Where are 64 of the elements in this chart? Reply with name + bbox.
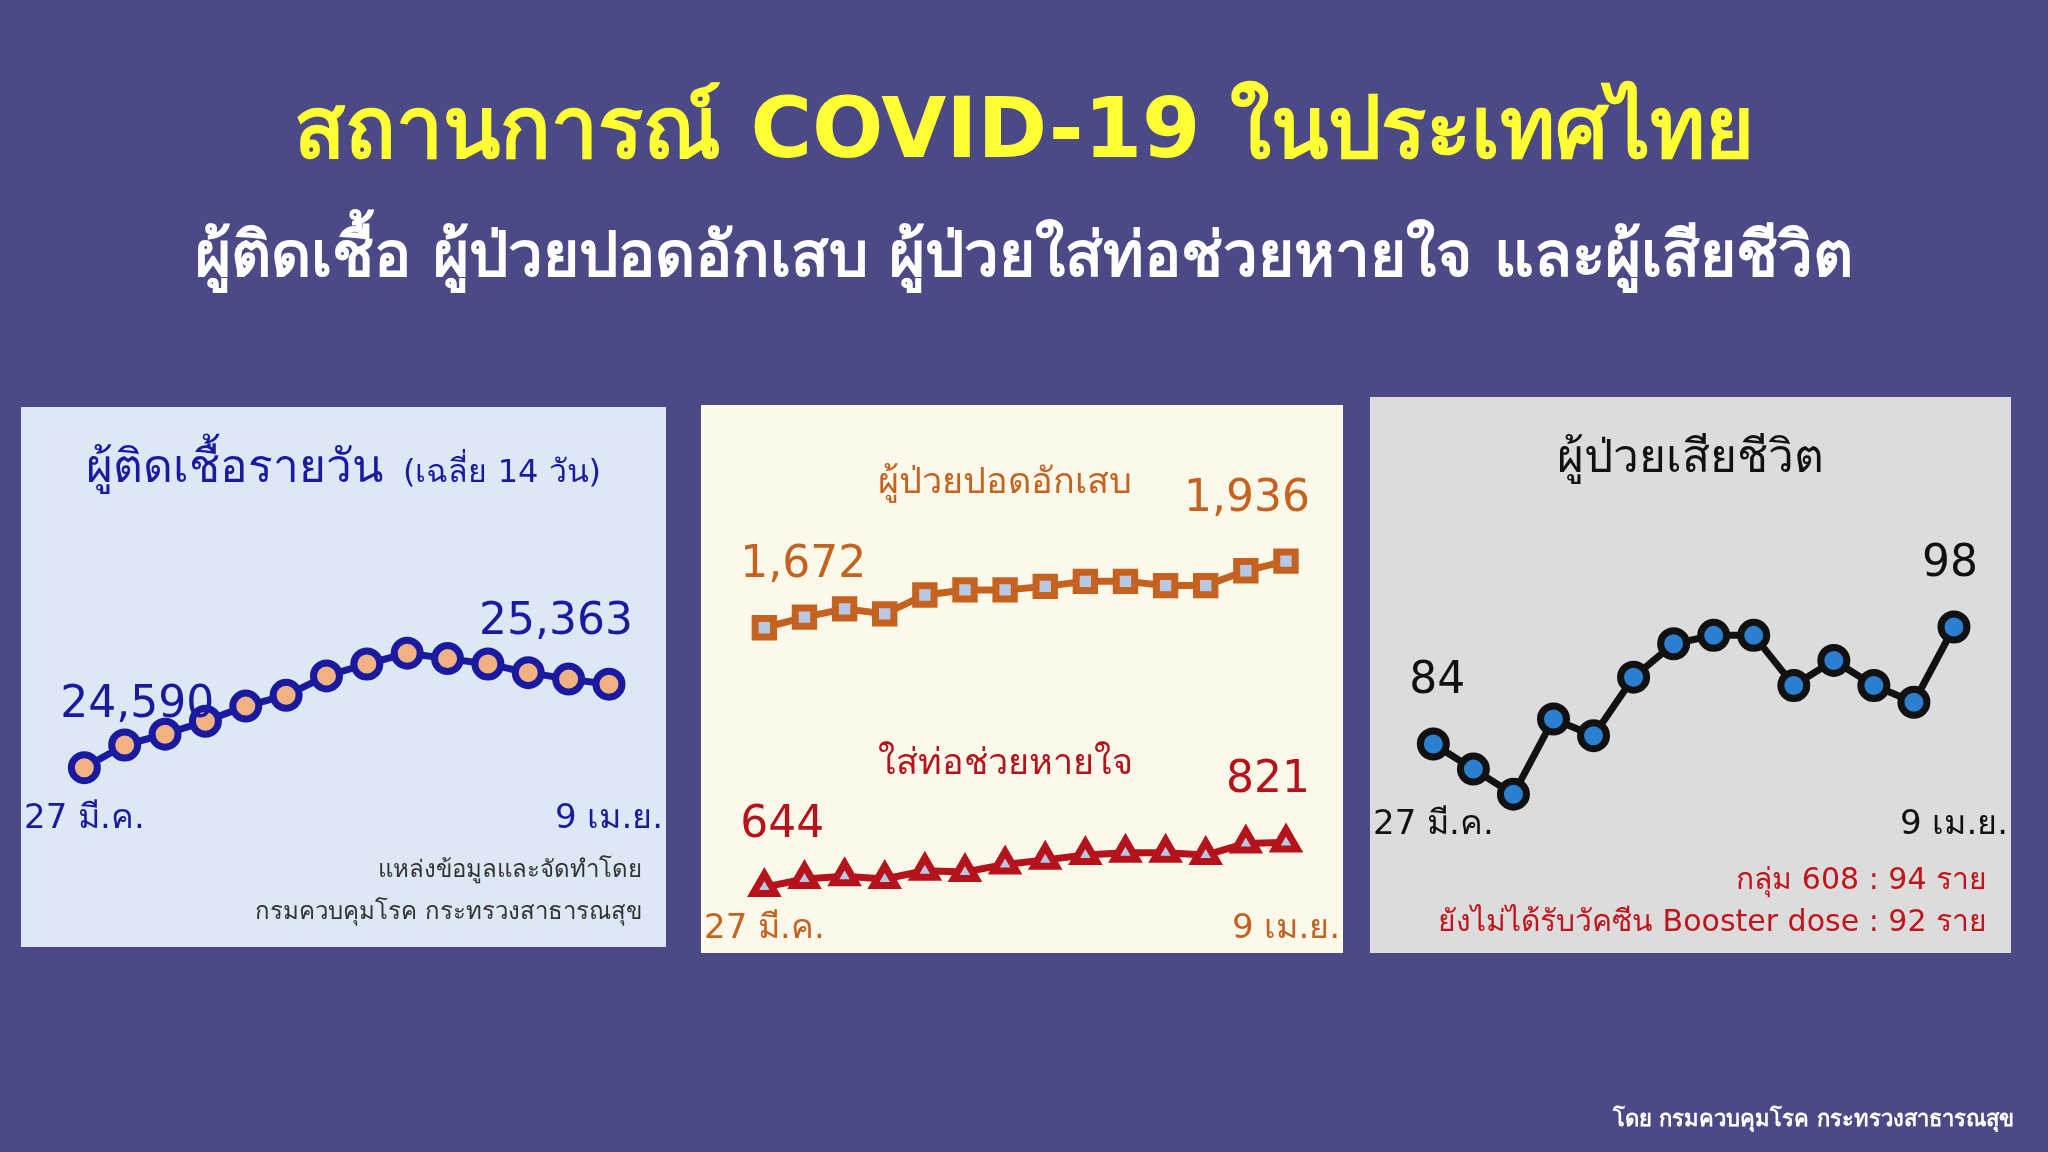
x-tick-label: 9 เม.ย. [1231, 906, 1340, 947]
point [552, 662, 586, 696]
data-label: 1,936 [1184, 469, 1310, 521]
point [1456, 752, 1490, 786]
point [872, 601, 898, 627]
point [1697, 618, 1731, 652]
text: สถานการณ์ COVID-19 ในประเทศไทย [293, 78, 1755, 179]
text: แหล่งข้อมูลและจัดทำโดย [378, 854, 642, 886]
point [431, 642, 465, 676]
x-tick-label: 27 มี.ค. [704, 906, 825, 947]
series-label: ผู้ป่วยปอดอักเสบ [878, 459, 1133, 503]
point [1273, 548, 1299, 574]
text: โดย กรมควบคุมโรค กระทรวงสาธารณสุข [1612, 1104, 2014, 1134]
point [350, 647, 384, 681]
point [1577, 719, 1611, 753]
point [1657, 627, 1691, 661]
data-label: 84 [1409, 652, 1466, 704]
data-label: 1,672 [740, 536, 867, 588]
text: ยังไม่ได้รับวัคซีน Booster dose : 92 ราย [1438, 902, 1987, 940]
point [1817, 643, 1851, 677]
point [511, 656, 545, 690]
point [108, 728, 142, 762]
point [791, 604, 818, 630]
point [1233, 558, 1259, 584]
data-label: 24,590 [60, 676, 215, 728]
point [1193, 572, 1219, 599]
point [751, 615, 778, 641]
chart-title: ผู้ป่วยเสียชีวิต [1557, 429, 1824, 483]
point [390, 636, 424, 670]
point [912, 582, 938, 608]
point [1112, 568, 1139, 595]
point [309, 659, 343, 693]
data-label: 644 [740, 795, 825, 847]
point [952, 577, 978, 603]
point [1777, 669, 1811, 703]
text: ผู้ติดเชื้อ ผู้ป่วยปอดอักเสบ ผู้ป่วยใส่ท่อช่วยหายใจ และผู้เสียชีวิต [194, 208, 1854, 295]
point [831, 596, 858, 622]
series-label: ใส่ท่อช่วยหายใจ [877, 740, 1133, 782]
x-tick-label: 27 มี.ค. [1373, 802, 1494, 843]
x-tick-label: 9 เม.ย. [554, 796, 663, 837]
point [1496, 777, 1530, 811]
point [1857, 669, 1891, 703]
point [269, 678, 303, 712]
point [1937, 610, 1971, 644]
point [1152, 572, 1179, 599]
text: กรมควบคุมโรค กระทรวงสาธารณสุข [255, 896, 642, 928]
data-label: 821 [1225, 750, 1310, 802]
x-tick-label: 9 เม.ย. [1899, 802, 2008, 843]
point [229, 689, 263, 723]
point [471, 647, 505, 681]
point [1072, 568, 1099, 595]
point [1617, 660, 1651, 694]
data-label: 25,363 [479, 592, 633, 644]
point [67, 751, 101, 785]
x-tick-label: 27 มี.ค. [24, 796, 145, 837]
data-label: 98 [1921, 535, 1978, 587]
point [1897, 685, 1931, 719]
point [992, 577, 1018, 603]
point [1737, 618, 1771, 652]
point [1032, 573, 1058, 600]
point [592, 667, 626, 701]
point [1536, 702, 1570, 736]
point [1416, 727, 1450, 761]
text: กลุ่ม 608 : 94 ราย [1736, 860, 1987, 900]
